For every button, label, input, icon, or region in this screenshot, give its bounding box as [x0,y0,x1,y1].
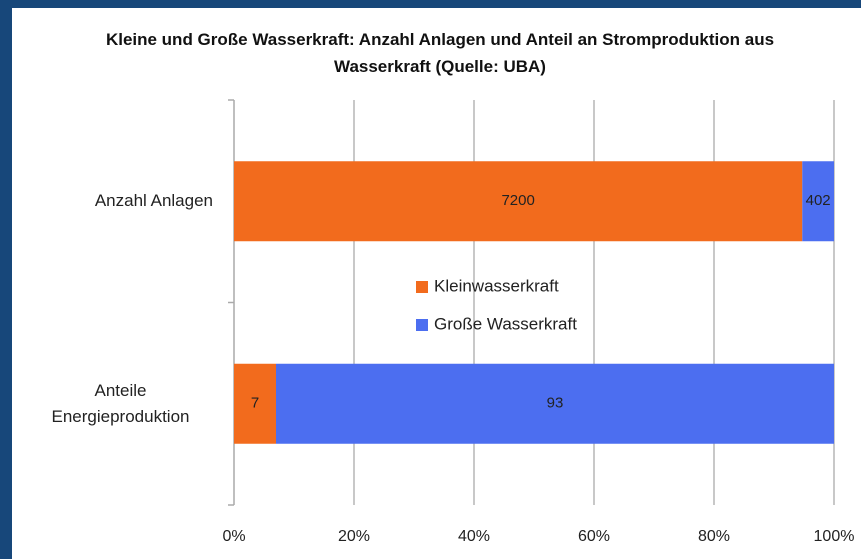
x-tick-label: 20% [338,528,370,545]
bar [802,161,834,242]
panel [12,8,861,559]
x-tick-label: 40% [458,528,490,545]
x-tick-label: 80% [698,528,730,545]
y-tick-label: Anteile Energieproduktion [0,378,213,430]
legend-label: Kleinwasserkraft [434,276,559,295]
x-tick-label: 60% [578,528,610,545]
data-label: 402 [806,192,831,209]
bar [234,363,276,444]
data-label: 93 [547,395,564,412]
y-tick-label-text: Anteile Energieproduktion [51,380,190,426]
bar [234,161,803,242]
legend-swatch [416,319,428,331]
y-tick-label-text: Anzahl Anlagen [94,191,213,211]
chart-title: Kleine und Große Wasserkraft: Anzahl Anl… [105,30,775,76]
y-tick-label: Anzahl Anlagen [0,188,213,214]
bar [276,363,834,444]
legend-swatch [416,281,428,293]
data-label: 7200 [501,192,534,209]
x-tick-label: 0% [222,528,245,545]
legend-label: Große Wasserkraft [434,314,577,333]
data-label: 7 [251,395,259,412]
x-tick-label: 100% [814,528,855,545]
